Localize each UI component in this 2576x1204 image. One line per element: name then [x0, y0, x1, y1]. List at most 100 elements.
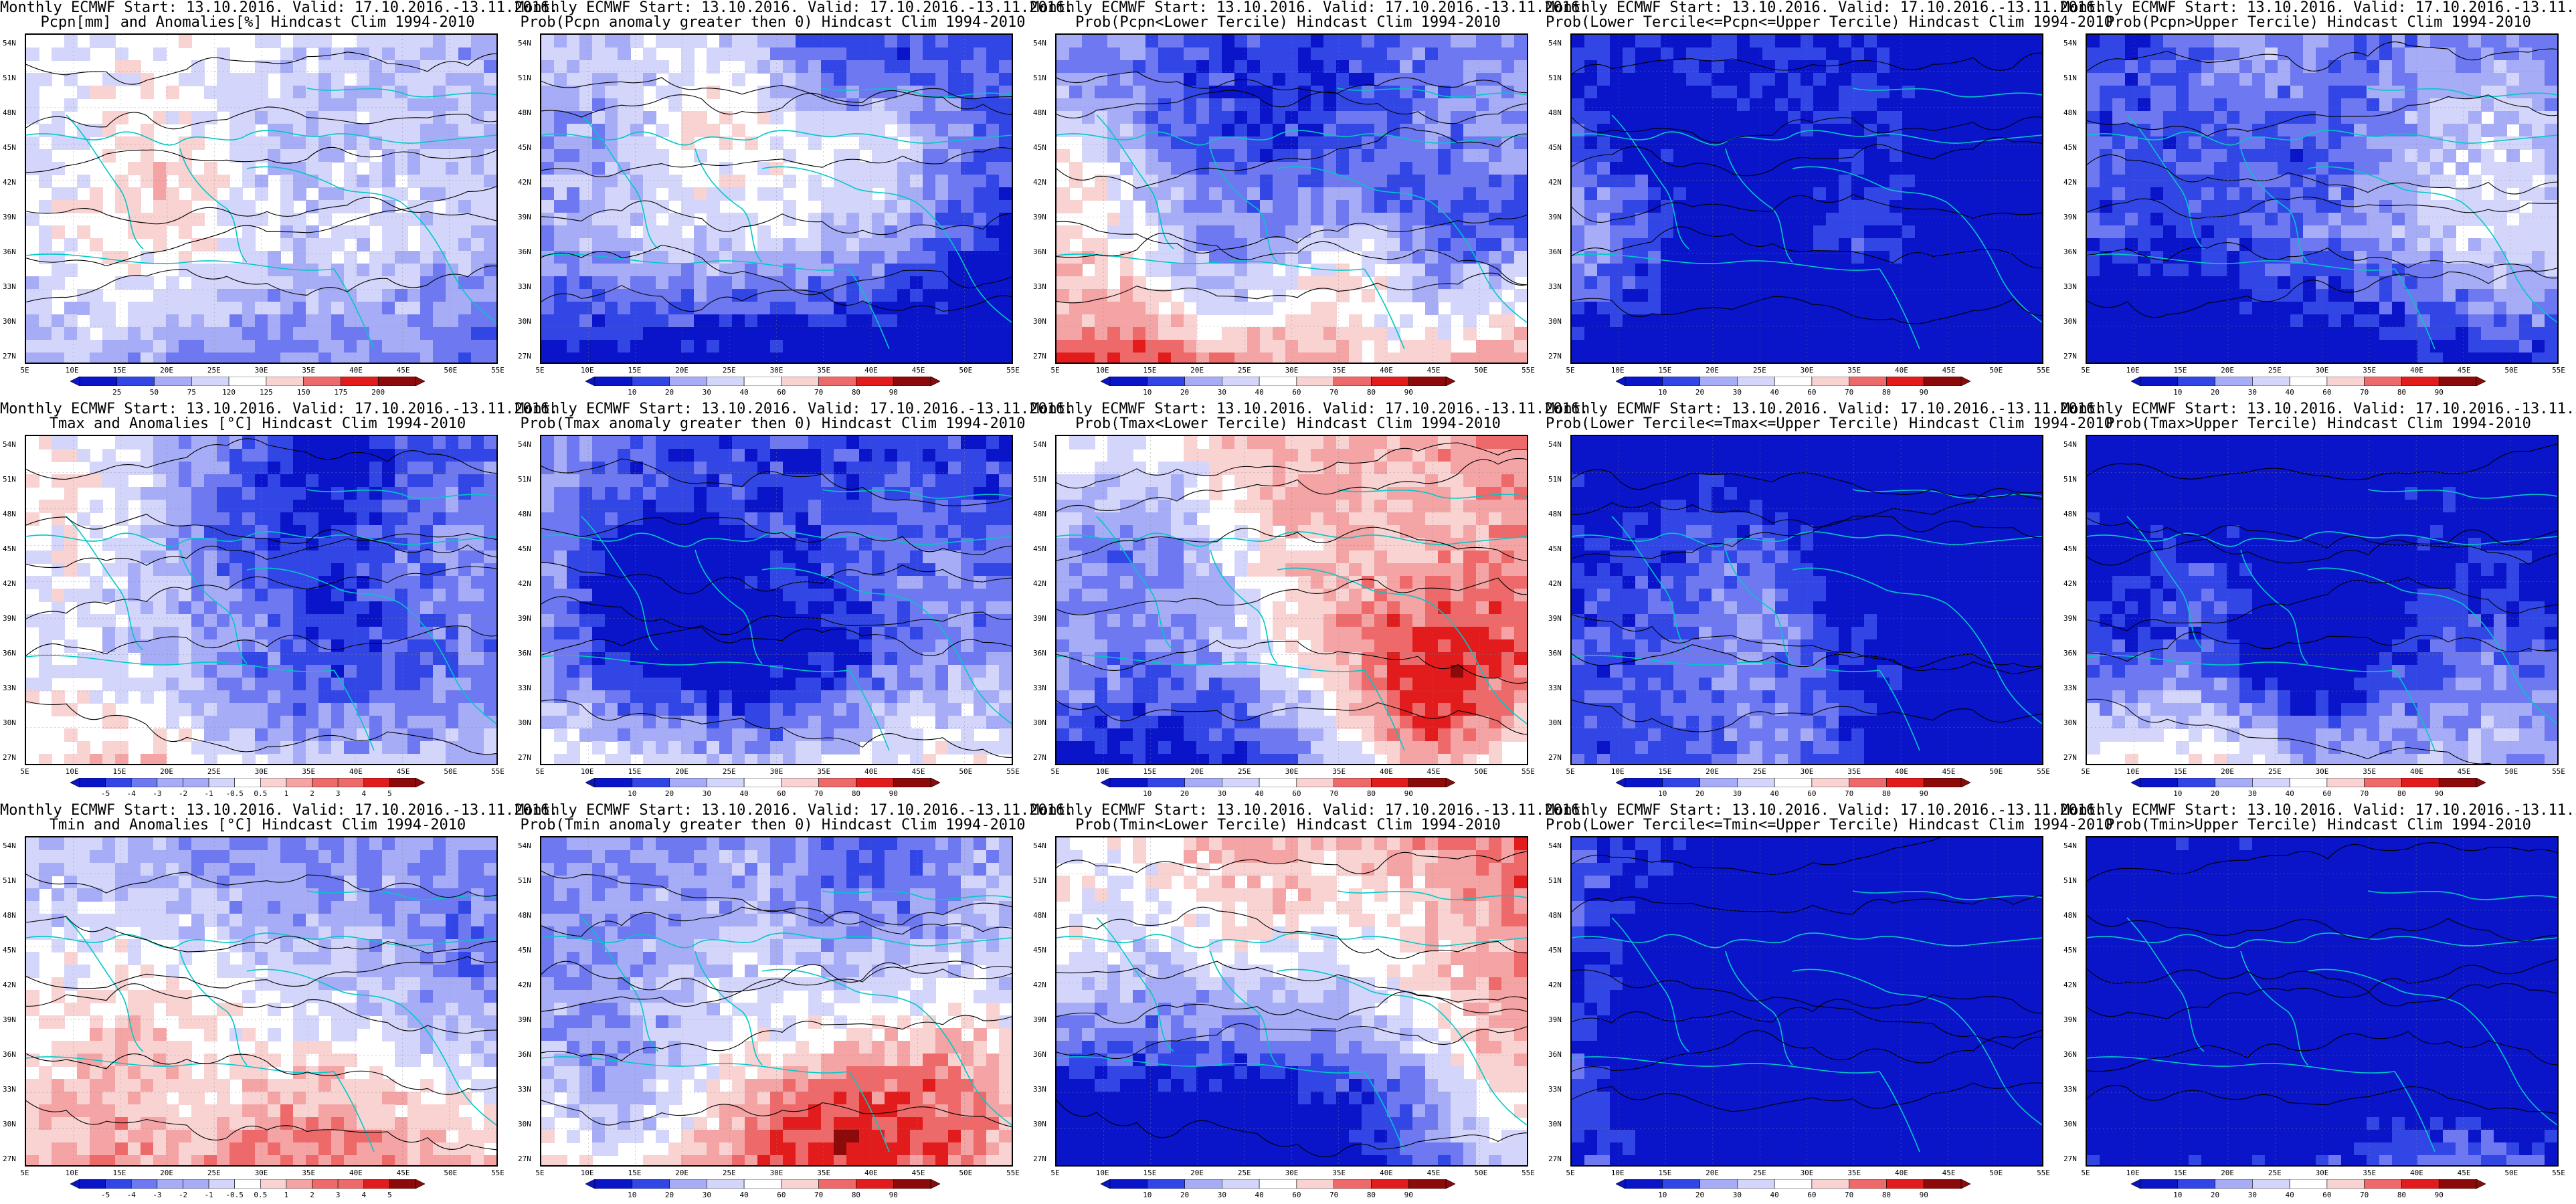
field-cell [293, 525, 306, 538]
field-cell [1928, 73, 1941, 86]
field-cell [1145, 136, 1159, 150]
field-cell [1686, 238, 1699, 252]
field-cell [1737, 302, 1750, 315]
field-cell [2252, 225, 2266, 239]
field-cell [141, 525, 154, 538]
field-cell [656, 60, 669, 74]
field-cell [433, 98, 446, 112]
field-cell [1648, 136, 1661, 150]
field-cell [153, 314, 167, 328]
field-cell [618, 136, 631, 150]
field-cell [2138, 35, 2151, 48]
field-cell [961, 35, 974, 48]
field-cell [834, 35, 847, 48]
field-cell [1979, 340, 1992, 353]
field-cell [318, 276, 332, 290]
field-cell [1171, 327, 1184, 340]
field-cell [64, 538, 78, 551]
field-cell [1438, 47, 1451, 61]
field-cell [757, 353, 771, 363]
field-cell [707, 238, 720, 252]
coastline [400, 201, 496, 323]
field-cell [26, 512, 39, 526]
field-cell [1362, 289, 1375, 302]
field-cell [579, 73, 593, 86]
field-cell [961, 86, 974, 99]
field-cell [986, 60, 1000, 74]
field-cell [229, 98, 243, 112]
field-cell [1610, 187, 1623, 201]
field-cell [1979, 353, 1992, 363]
field-cell [1069, 340, 1083, 353]
field-cell [484, 86, 496, 99]
field-cell [1323, 187, 1337, 201]
field-cell [2252, 289, 2266, 302]
field-cell [643, 353, 656, 363]
field-cell [1673, 60, 1687, 74]
field-cell [2214, 264, 2227, 277]
field-cell [382, 175, 395, 188]
lat-tick-label: 36N [1548, 247, 1562, 256]
field-cell [757, 289, 771, 302]
field-cell [433, 353, 446, 363]
field-cell [2227, 187, 2240, 201]
field-cell [2545, 200, 2557, 213]
field-cell [541, 73, 555, 86]
field-cell [1826, 47, 1839, 61]
field-cell [2112, 251, 2126, 264]
lon-tick-label: 45E [911, 366, 925, 375]
field-cell [191, 449, 205, 462]
field-cell [1737, 86, 1750, 99]
field-cell [458, 251, 472, 264]
field-cell [191, 436, 205, 449]
field-cell [1737, 47, 1750, 61]
field-cell [1724, 302, 1738, 315]
field-cell [1476, 149, 1489, 163]
lon-tick-label: 45E [1427, 366, 1441, 375]
field-cell [732, 175, 745, 188]
field-cell [1501, 149, 1515, 163]
field-cell [1635, 47, 1649, 61]
field-cell [2163, 187, 2177, 201]
field-cell [2278, 238, 2291, 252]
field-cell [974, 302, 987, 315]
field-cell [961, 251, 974, 264]
field-cell [2278, 314, 2291, 328]
field-cell [1362, 60, 1375, 74]
field-cell [656, 175, 669, 188]
field-cell [166, 474, 179, 488]
field-cell [1234, 149, 1248, 163]
field-cell [1877, 47, 1890, 61]
field-cell [357, 276, 370, 290]
field-cell [1196, 200, 1210, 213]
field-cell [2328, 314, 2342, 328]
field-cell [2125, 73, 2138, 86]
field-cell [2468, 353, 2482, 363]
field-cell [2417, 251, 2431, 264]
field-cell [471, 525, 484, 538]
lat-tick-label: 33N [1548, 282, 1562, 291]
field-cell [1234, 175, 1248, 188]
field-cell [153, 111, 167, 124]
field-cell [846, 35, 860, 48]
field-cell [331, 264, 345, 277]
field-cell [77, 225, 90, 239]
field-cell [179, 35, 192, 48]
field-cell [1400, 264, 1413, 277]
field-cell [2176, 213, 2189, 226]
field-cell [1222, 340, 1235, 353]
field-cell [1311, 276, 1324, 290]
field-cell [1724, 314, 1738, 328]
field-cell [52, 512, 65, 526]
field-cell [1311, 86, 1324, 99]
field-cell [1877, 264, 1890, 277]
field-cell [592, 327, 606, 340]
field-cell [1476, 213, 1489, 226]
field-cell [1273, 327, 1286, 340]
field-cell [2316, 149, 2329, 163]
field-cell [1788, 200, 1801, 213]
field-cell [1902, 47, 1916, 61]
field-cell [1788, 314, 1801, 328]
field-cell [694, 264, 707, 277]
field-cell [90, 340, 103, 353]
